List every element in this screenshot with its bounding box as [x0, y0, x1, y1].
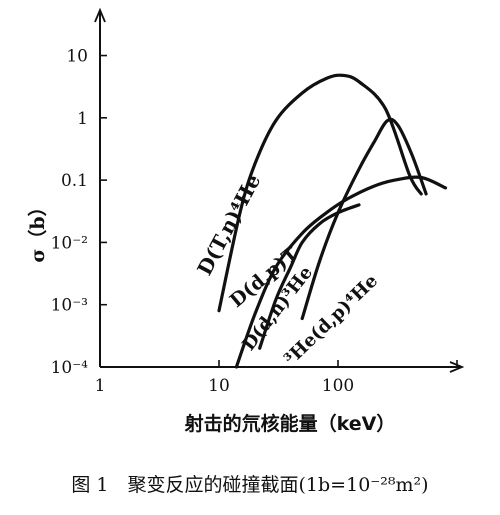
- y-axis-arrow: [94, 7, 106, 23]
- y-tick-label: 10: [66, 47, 88, 67]
- y-tick-label: 0.1: [61, 171, 88, 191]
- series-dt-curve: [217, 73, 423, 313]
- y-tick-label: 10⁻⁴: [51, 358, 89, 378]
- x-axis-label: 射击的氘核能量（keV）: [184, 412, 396, 435]
- x-tick-label: 10: [208, 376, 230, 396]
- y-tick-label: 10⁻³: [51, 296, 88, 316]
- x-tick-label: 1: [95, 376, 106, 396]
- cross-section-chart: 1 10 100 10 1 0.1 10⁻² 10⁻³ 10⁻⁴ 射击的氘核能量（keV） σ（b）…: [26, 7, 465, 435]
- y-axis-label: σ（b）: [26, 197, 49, 262]
- series-ddp-curve: [234, 175, 448, 369]
- y-tick-label: 1: [77, 109, 88, 129]
- x-tick-label: 100: [322, 376, 354, 396]
- x-axis-arrow: [449, 361, 465, 373]
- figure-caption: 图 1 聚变反应的碰撞截面(1b=10⁻²⁸m²): [71, 474, 429, 496]
- series-he3d-curve: [300, 117, 428, 321]
- y-tick-label: 10⁻²: [51, 233, 88, 253]
